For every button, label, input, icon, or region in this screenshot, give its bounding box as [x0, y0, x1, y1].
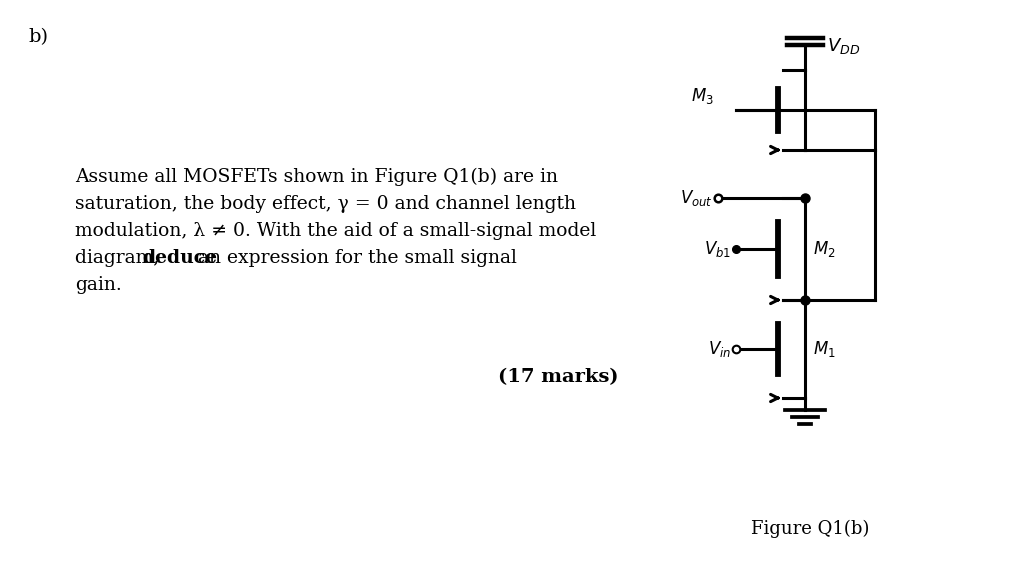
Text: diagram,: diagram,: [75, 249, 165, 267]
Text: $M_3$: $M_3$: [690, 86, 714, 106]
Text: deduce: deduce: [142, 249, 218, 267]
Text: gain.: gain.: [75, 276, 122, 294]
Text: $V_{DD}$: $V_{DD}$: [827, 36, 860, 56]
Text: (17 marks): (17 marks): [498, 368, 618, 386]
Text: modulation, λ ≠ 0. With the aid of a small-signal model: modulation, λ ≠ 0. With the aid of a sma…: [75, 222, 596, 240]
Text: an expression for the small signal: an expression for the small signal: [192, 249, 517, 267]
Text: $V_{b1}$: $V_{b1}$: [704, 239, 731, 259]
Text: Figure Q1(b): Figure Q1(b): [751, 520, 869, 538]
Text: b): b): [28, 28, 48, 46]
Text: Assume all MOSFETs shown in Figure Q1(b) are in: Assume all MOSFETs shown in Figure Q1(b)…: [75, 168, 558, 186]
Text: saturation, the body effect, γ = 0 and channel length: saturation, the body effect, γ = 0 and c…: [75, 195, 576, 213]
Text: $M_2$: $M_2$: [813, 239, 835, 259]
Text: $V_{in}$: $V_{in}$: [708, 339, 731, 359]
Text: $V_{out}$: $V_{out}$: [680, 188, 713, 208]
Text: $M_1$: $M_1$: [813, 339, 836, 359]
